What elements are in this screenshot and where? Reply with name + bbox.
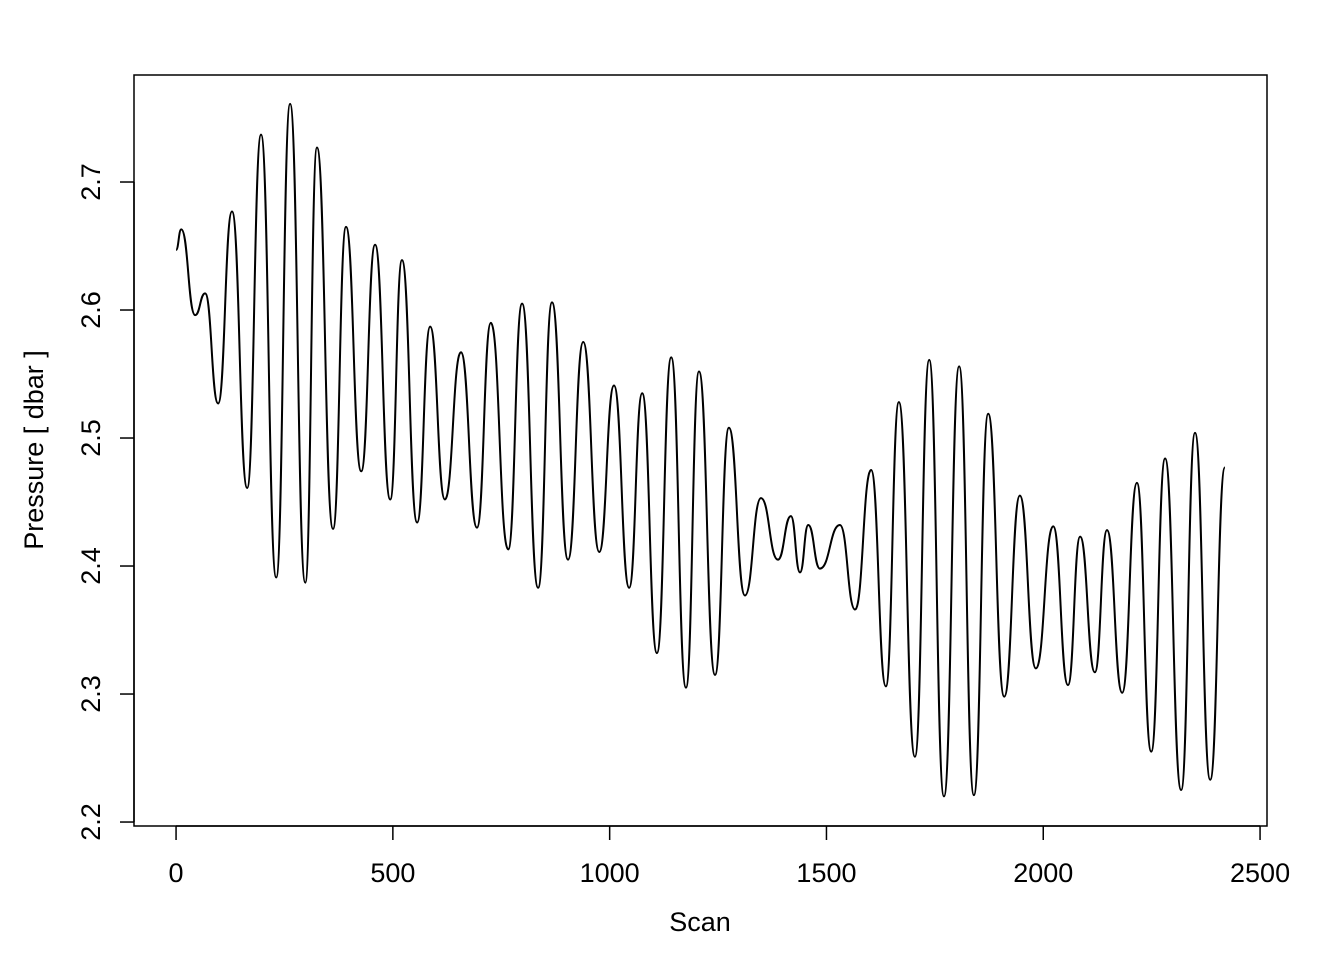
y-tick-label: 2.2 [76,803,106,841]
x-tick-label: 2500 [1230,858,1290,888]
data-line [175,102,1226,798]
x-tick-label: 2000 [1013,858,1073,888]
x-tick-label: 1500 [796,858,856,888]
x-tick-label: 1000 [580,858,640,888]
y-tick-label: 2.7 [76,163,106,201]
x-tick-label: 500 [370,858,415,888]
y-tick-label: 2.3 [76,675,106,713]
x-axis-label: Scan [669,907,731,937]
x-tick-label: 0 [169,858,184,888]
y-axis-label: Pressure [ dbar ] [19,350,49,550]
y-tick-label: 2.4 [76,547,106,585]
plot-frame [133,74,1268,827]
y-tick-label: 2.6 [76,291,106,329]
y-tick-label: 2.5 [76,419,106,457]
